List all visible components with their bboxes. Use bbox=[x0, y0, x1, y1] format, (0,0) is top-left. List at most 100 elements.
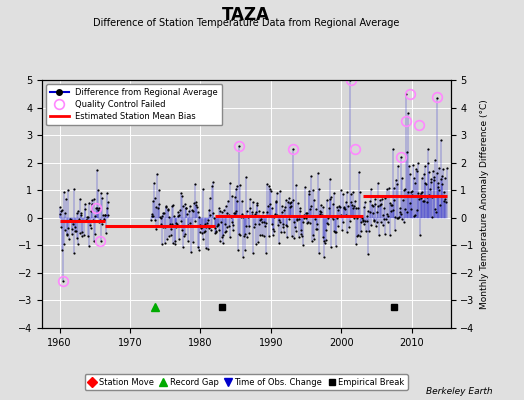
Point bbox=[152, 204, 161, 210]
Point bbox=[96, 238, 105, 244]
Point bbox=[289, 197, 298, 204]
Point bbox=[423, 194, 431, 200]
Point bbox=[432, 95, 441, 101]
Point bbox=[398, 216, 406, 222]
Point bbox=[104, 199, 112, 205]
Point bbox=[76, 196, 84, 202]
Point bbox=[227, 214, 235, 220]
Point bbox=[342, 199, 351, 206]
Point bbox=[320, 238, 328, 245]
Point bbox=[169, 240, 177, 246]
Point bbox=[151, 216, 159, 223]
Point bbox=[426, 186, 434, 192]
Point bbox=[409, 162, 417, 168]
Point bbox=[393, 215, 401, 221]
Point bbox=[369, 203, 377, 209]
Point bbox=[286, 204, 294, 210]
Point bbox=[386, 200, 395, 206]
Point bbox=[334, 223, 343, 229]
Point bbox=[346, 199, 355, 205]
Point bbox=[255, 221, 264, 228]
Point bbox=[255, 208, 263, 214]
Point bbox=[242, 174, 250, 180]
Point bbox=[280, 206, 289, 213]
Point bbox=[336, 204, 344, 210]
Point bbox=[172, 220, 180, 226]
Point bbox=[204, 217, 212, 224]
Point bbox=[256, 232, 265, 238]
Point bbox=[307, 173, 315, 179]
Point bbox=[416, 232, 424, 238]
Point bbox=[277, 209, 286, 215]
Point bbox=[184, 238, 192, 244]
Point bbox=[169, 202, 178, 209]
Point bbox=[300, 212, 309, 218]
Point bbox=[379, 222, 387, 228]
Point bbox=[270, 228, 278, 234]
Point bbox=[63, 225, 72, 232]
Point bbox=[285, 195, 293, 201]
Point bbox=[209, 179, 217, 185]
Point bbox=[292, 228, 300, 234]
Point bbox=[190, 200, 198, 206]
Point bbox=[199, 236, 207, 242]
Point bbox=[397, 154, 406, 160]
Point bbox=[367, 186, 376, 192]
Point bbox=[57, 208, 66, 214]
Point bbox=[260, 219, 268, 226]
Point bbox=[67, 216, 75, 223]
Point bbox=[364, 251, 373, 257]
Point bbox=[151, 226, 160, 232]
Point bbox=[433, 180, 442, 186]
Point bbox=[336, 187, 345, 193]
Point bbox=[101, 212, 109, 218]
Point bbox=[238, 211, 246, 217]
Point bbox=[224, 223, 233, 230]
Point bbox=[270, 214, 279, 221]
Point bbox=[56, 211, 64, 217]
Point bbox=[430, 177, 439, 184]
Point bbox=[273, 190, 281, 196]
Point bbox=[229, 226, 237, 233]
Point bbox=[357, 228, 365, 234]
Point bbox=[363, 217, 371, 224]
Point bbox=[392, 177, 400, 184]
Point bbox=[366, 208, 374, 215]
Point bbox=[421, 163, 430, 169]
Point bbox=[97, 190, 105, 196]
Point bbox=[216, 238, 224, 244]
Point bbox=[396, 208, 405, 215]
Point bbox=[353, 233, 361, 239]
Point bbox=[294, 200, 302, 206]
Point bbox=[442, 198, 450, 205]
Point bbox=[208, 182, 216, 189]
Point bbox=[375, 197, 384, 203]
Point bbox=[266, 201, 274, 207]
Point bbox=[321, 240, 329, 246]
Point bbox=[233, 198, 241, 205]
Point bbox=[241, 231, 249, 237]
Point bbox=[150, 195, 159, 202]
Point bbox=[187, 249, 195, 255]
Point bbox=[101, 212, 110, 218]
Point bbox=[237, 198, 246, 204]
Point bbox=[390, 197, 398, 204]
Point bbox=[276, 188, 285, 194]
Point bbox=[425, 169, 433, 176]
Point bbox=[83, 214, 91, 220]
Point bbox=[263, 208, 271, 215]
Point bbox=[417, 194, 425, 201]
Point bbox=[297, 231, 305, 237]
Point bbox=[268, 232, 277, 238]
Point bbox=[332, 228, 340, 235]
Point bbox=[439, 166, 447, 172]
Point bbox=[189, 239, 198, 245]
Point bbox=[210, 215, 218, 222]
Point bbox=[188, 223, 196, 229]
Point bbox=[228, 219, 236, 226]
Point bbox=[324, 215, 333, 221]
Point bbox=[160, 210, 168, 216]
Point bbox=[378, 196, 386, 202]
Point bbox=[287, 202, 296, 209]
Point bbox=[403, 189, 412, 195]
